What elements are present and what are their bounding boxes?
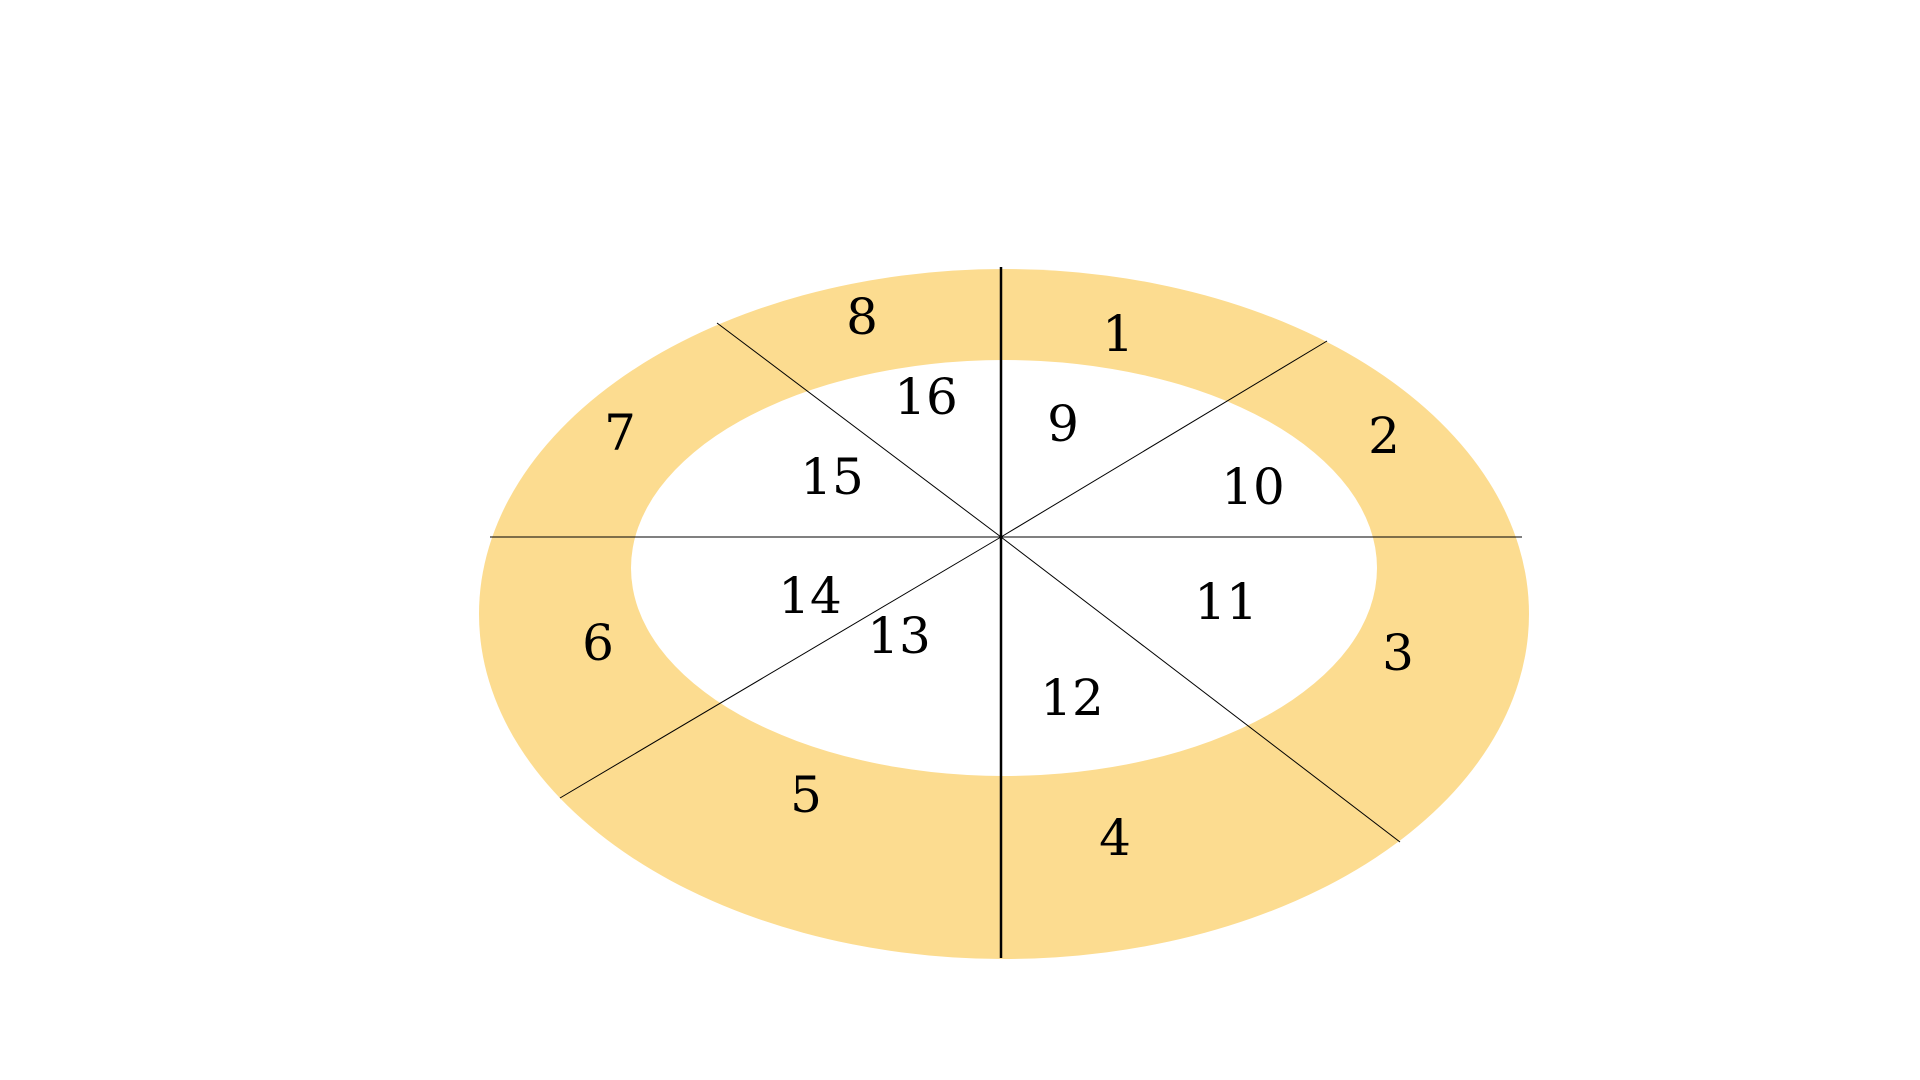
outer-segment-label-2: 2 <box>1368 407 1400 465</box>
divider-diagonal-upper-left <box>716 322 1002 538</box>
inner-segment-label-15: 15 <box>800 448 864 506</box>
outer-segment-label-8: 8 <box>846 288 878 346</box>
inner-segment-label-12: 12 <box>1040 669 1104 727</box>
inner-segment-label-13: 13 <box>867 607 931 665</box>
divider-diagonal-lower-left <box>559 536 1002 799</box>
inner-segment-label-14: 14 <box>778 567 842 625</box>
inner-segment-label-11: 11 <box>1194 573 1258 631</box>
inner-segment-label-16: 16 <box>894 368 958 426</box>
inner-segment-label-10: 10 <box>1221 458 1285 516</box>
outer-segment-label-5: 5 <box>790 766 822 824</box>
outer-segment-label-3: 3 <box>1382 624 1414 682</box>
divider-diagonal-upper-right <box>1000 340 1328 538</box>
outer-segment-label-1: 1 <box>1102 305 1134 363</box>
outer-segment-label-7: 7 <box>604 404 636 462</box>
outer-segment-label-6: 6 <box>582 614 614 672</box>
inner-segment-label-9: 9 <box>1047 395 1079 453</box>
inner-region <box>631 360 1377 776</box>
outer-segment-label-4: 4 <box>1099 809 1131 867</box>
divider-diagonal-lower-right <box>1000 536 1401 843</box>
